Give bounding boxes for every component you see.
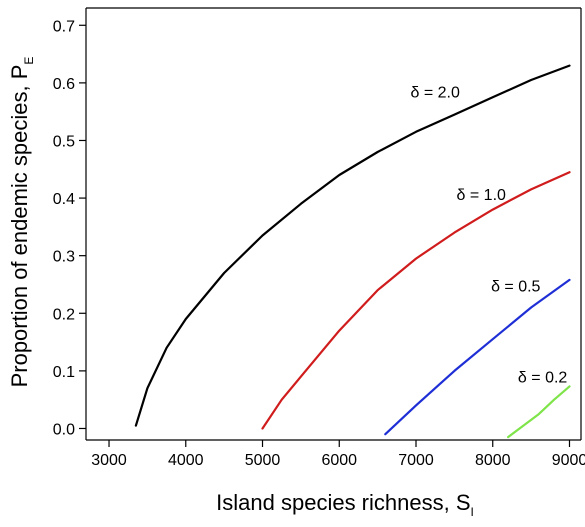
annotation-label: δ = 0.5 xyxy=(491,278,540,295)
series-line-0 xyxy=(134,64,571,427)
y-tick-label: 0.2 xyxy=(53,306,75,323)
series-group xyxy=(134,64,571,439)
y-axis-label: Proportion of endemic species, PE xyxy=(7,57,36,388)
x-tick-label: 3000 xyxy=(91,452,127,469)
x-tick-label: 4000 xyxy=(168,452,204,469)
annotation-label: δ = 2.0 xyxy=(410,84,459,101)
x-tick-label: 7000 xyxy=(398,452,434,469)
y-tick-label: 0.4 xyxy=(53,191,75,208)
y-tick-label: 0.0 xyxy=(53,421,75,438)
annotation-label: δ = 0.2 xyxy=(518,369,567,386)
y-tick-label: 0.5 xyxy=(53,133,75,150)
x-tick-label: 9000 xyxy=(552,452,585,469)
series-line-2 xyxy=(384,278,571,436)
axis-labels: Island species richness, SI Proportion o… xyxy=(7,57,474,519)
x-tick-label: 6000 xyxy=(321,452,357,469)
annotation-label: δ = 1.0 xyxy=(457,187,506,204)
y-tick-label: 0.7 xyxy=(53,18,75,35)
x-axis-label: Island species richness, SI xyxy=(216,490,474,519)
y-tick-label: 0.1 xyxy=(53,364,75,381)
series-line-3 xyxy=(507,385,571,439)
x-tick-label: 8000 xyxy=(475,452,511,469)
x-tick-label: 5000 xyxy=(245,452,281,469)
y-tick-label: 0.3 xyxy=(53,249,75,266)
series-line-1 xyxy=(261,171,571,430)
axes: 3000 4000 5000 6000 7000 8000 9000 0.0 0.1 0.2 0.3… xyxy=(53,7,585,469)
annotations-group: δ = 2.0 δ = 1.0 δ = 0.5 δ = 0.2 xyxy=(410,84,567,386)
y-tick-label: 0.6 xyxy=(53,76,75,93)
